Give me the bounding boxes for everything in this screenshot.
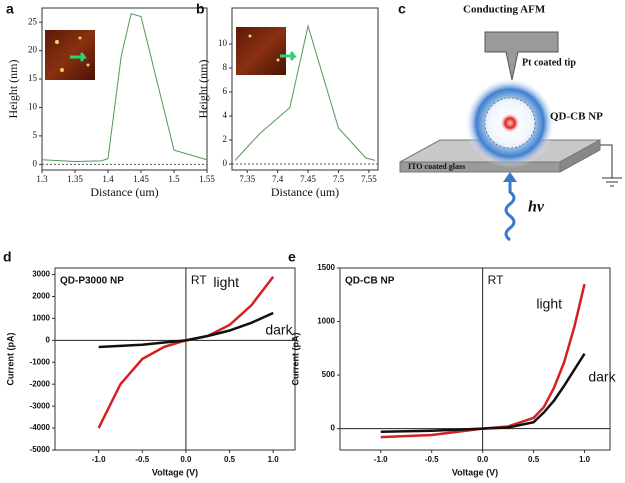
panel-label: a	[6, 1, 14, 17]
series-line	[380, 352, 586, 434]
y-tick-label: 3000	[32, 270, 50, 279]
plot-frame	[339, 267, 611, 451]
x-tick-label: 1.3	[36, 174, 48, 184]
y-tick-label: 500	[322, 370, 336, 379]
plot-frame	[54, 267, 296, 451]
y-tick-label: -2000	[30, 379, 51, 388]
series-label: light	[213, 274, 239, 290]
x-tick-label: 0.0	[477, 455, 489, 464]
y-tick-label: -5000	[30, 445, 51, 454]
x-tick-label: -1.0	[374, 455, 388, 464]
y-axis-label: Height (nm)	[196, 60, 210, 119]
y-tick-label: 6	[223, 86, 228, 96]
y-tick-label: 10	[218, 38, 228, 48]
x-tick-label: 1.4	[102, 174, 114, 184]
y-tick-label: 1000	[317, 317, 335, 326]
nanoparticle-core	[500, 113, 520, 133]
chart-title: QD-P3000 NP	[60, 276, 124, 287]
panel-label: d	[3, 249, 12, 265]
y-tick-label: 1500	[317, 263, 335, 272]
panel-label: b	[196, 1, 205, 17]
y-tick-label: 25	[28, 16, 38, 26]
diagram: c Conducting AFM Pt coated tip QD-CB NP …	[398, 1, 622, 242]
y-tick-label: 5	[33, 130, 38, 140]
x-tick-label: -1.0	[92, 455, 106, 464]
series-label: dark	[588, 368, 616, 384]
series-line	[41, 13, 208, 162]
y-tick-label: -3000	[30, 401, 51, 410]
x-tick-label: 7.4	[272, 174, 284, 184]
series-line	[380, 283, 586, 439]
x-tick-label: 0.5	[224, 455, 236, 464]
x-axis-label: Voltage (V)	[452, 467, 498, 477]
diagram-label: ITO coated glass	[408, 162, 465, 171]
diagram-label: Pt coated tip	[522, 57, 576, 68]
x-tick-label: 1.5	[168, 174, 180, 184]
series-label: light	[536, 296, 562, 312]
x-tick-label: 0.0	[180, 455, 192, 464]
x-tick-label: 0.5	[528, 455, 540, 464]
y-tick-label: 2000	[32, 292, 50, 301]
x-tick-label: 7.55	[361, 174, 377, 184]
annotation: RT	[488, 273, 504, 287]
afm-inset-a	[45, 30, 95, 80]
light-arrow	[504, 180, 516, 242]
x-tick-label: 7.45	[300, 174, 316, 184]
x-axis-label: Voltage (V)	[152, 467, 198, 477]
x-axis-label: Distance (um)	[271, 185, 339, 199]
y-tick-label: 1000	[32, 314, 50, 323]
x-axis-label: Distance (um)	[90, 185, 158, 199]
x-tick-label: 7.5	[333, 174, 345, 184]
afm-tip	[484, 31, 559, 81]
diagram-label: Conducting AFM	[463, 4, 546, 16]
afm-inset-b	[236, 27, 297, 75]
panel-label: e	[288, 249, 296, 265]
y-tick-label: 0	[33, 158, 38, 168]
plot-frame	[231, 7, 379, 171]
y-axis-label: Current (pA)	[290, 333, 300, 386]
series-line	[98, 311, 274, 349]
y-tick-label: -1000	[30, 357, 51, 366]
chart: -1.0 -0.5 0.0 0.5 1.0 0 500 1000 1500 light dark Vo…	[288, 249, 617, 478]
y-tick-label: -4000	[30, 423, 51, 432]
chart-title: QD-CB NP	[345, 276, 395, 287]
x-tick-label: 1.0	[579, 455, 591, 464]
x-tick-label: 1.0	[268, 455, 280, 464]
ground	[600, 144, 622, 187]
y-tick-label: 10	[28, 102, 38, 112]
y-tick-label: 0	[46, 335, 51, 344]
y-axis-label: Height (nm)	[6, 60, 20, 119]
chart: 1.3 1.35 1.4 1.45 1.5 1.55 0 5 10 15 20 25 Distance …	[6, 1, 216, 199]
plot-frame	[41, 7, 208, 171]
y-tick-label: 0	[223, 158, 228, 168]
chart: 7.35 7.4 7.45 7.5 7.55 0 2 4 6 8 10 Distance (um) He…	[196, 1, 379, 199]
y-tick-label: 2	[223, 134, 228, 144]
x-tick-label: 1.55	[199, 174, 215, 184]
x-tick-label: -0.5	[425, 455, 439, 464]
y-tick-label: 4	[223, 110, 228, 120]
x-tick-label: 1.45	[133, 174, 149, 184]
y-tick-label: 15	[28, 73, 38, 83]
chart: -1.0 -0.5 0.0 0.5 1.0 -5000 -4000 -3000 -2000 -10…	[3, 249, 296, 477]
series-label: dark	[265, 322, 293, 338]
diagram-label: hv	[528, 199, 545, 216]
y-axis-label: Current (pA)	[5, 333, 15, 386]
light-arrow	[503, 172, 517, 182]
y-tick-label: 8	[223, 62, 228, 72]
y-tick-label: 20	[28, 45, 38, 55]
series-line	[234, 24, 376, 161]
panel-label: c	[398, 1, 406, 17]
annotation: RT	[191, 273, 207, 287]
glass	[559, 139, 601, 173]
x-tick-label: 1.35	[67, 174, 83, 184]
x-tick-label: 7.35	[239, 174, 255, 184]
x-tick-label: -0.5	[135, 455, 149, 464]
diagram-label: QD-CB NP	[550, 111, 603, 123]
y-tick-label: 0	[331, 424, 336, 433]
